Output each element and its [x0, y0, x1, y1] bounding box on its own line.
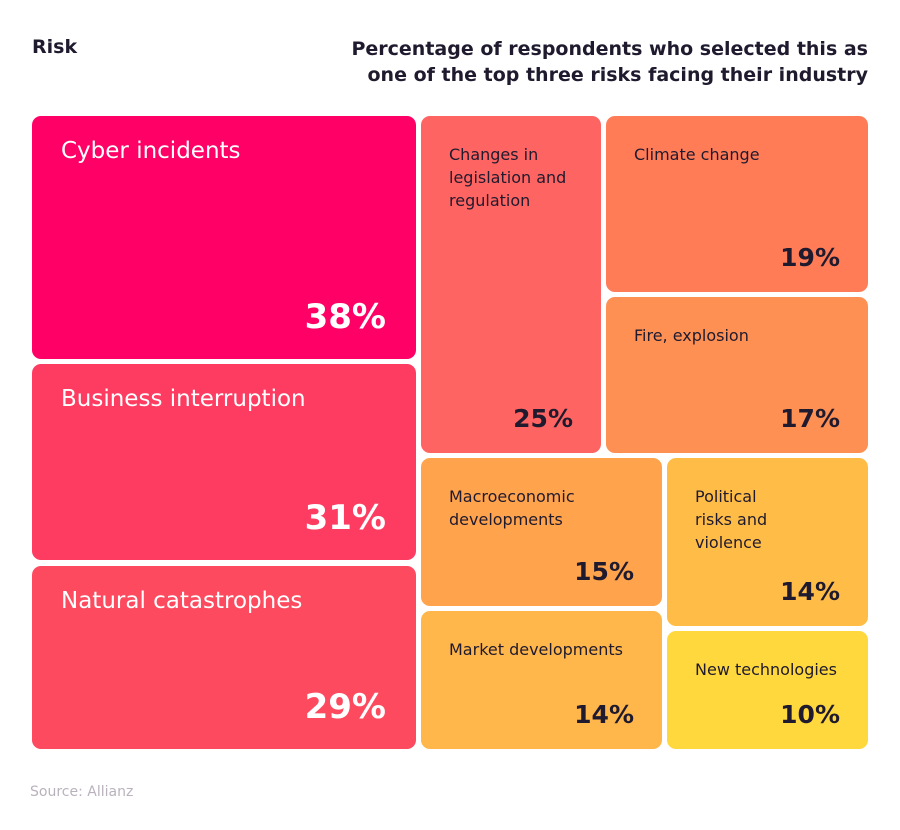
- tile-label-line: legislation and: [449, 168, 567, 187]
- tile-label: Political risks and violence: [695, 485, 767, 554]
- tile-label-line: regulation: [449, 191, 531, 210]
- tile-value: 29%: [304, 687, 386, 727]
- tile-label: Changes in legislation and regulation: [449, 143, 566, 212]
- tile-label: New technologies: [695, 660, 837, 679]
- tile-label-line: Macroeconomic: [449, 487, 575, 506]
- tile-value: 17%: [780, 404, 840, 433]
- tile-value: 31%: [304, 498, 386, 538]
- risk-header-label: Risk: [32, 36, 78, 58]
- tile-label-line: violence: [695, 533, 762, 552]
- tile-label: Market developments: [449, 640, 623, 659]
- tile-label-line: Political: [695, 487, 757, 506]
- tile-value: 14%: [780, 577, 840, 606]
- tile-new-technologies: New technologies 10%: [667, 631, 868, 749]
- tile-label-line: developments: [449, 510, 563, 529]
- tile-label-line: risks and: [695, 510, 768, 529]
- tile-fire-explosion: Fire, explosion 17%: [606, 297, 868, 453]
- chart-title: Percentage of respondents who selected t…: [308, 36, 868, 88]
- source-note: Source: Allianz: [30, 784, 134, 800]
- tile-value: 25%: [513, 404, 573, 433]
- chart-title-line-1: Percentage of respondents who selected t…: [351, 38, 868, 60]
- tile-value: 10%: [780, 700, 840, 729]
- tile-macroeconomic-developments: Macroeconomic developments 15%: [421, 458, 662, 606]
- tile-label: Business interruption: [61, 386, 306, 412]
- tile-value: 19%: [780, 243, 840, 272]
- tile-business-interruption: Business interruption 31%: [32, 364, 416, 560]
- tile-value: 15%: [574, 557, 634, 586]
- tile-climate-change: Climate change 19%: [606, 116, 868, 292]
- tile-label: Natural catastrophes: [61, 588, 303, 614]
- tile-value: 38%: [304, 297, 386, 337]
- tile-label-line: Changes in: [449, 145, 539, 164]
- tile-value: 14%: [574, 700, 634, 729]
- tile-label: Cyber incidents: [61, 138, 241, 164]
- tile-political-risks-and-violence: Political risks and violence 14%: [667, 458, 868, 626]
- chart-title-line-2: one of the top three risks facing their …: [367, 64, 868, 86]
- tile-natural-catastrophes: Natural catastrophes 29%: [32, 566, 416, 749]
- tile-cyber-incidents: Cyber incidents 38%: [32, 116, 416, 359]
- tile-label: Climate change: [634, 145, 760, 164]
- tile-label: Macroeconomic developments: [449, 485, 575, 531]
- tile-changes-in-legislation-and-regulation: Changes in legislation and regulation 25%: [421, 116, 601, 453]
- tile-market-developments: Market developments 14%: [421, 611, 662, 749]
- tile-label: Fire, explosion: [634, 326, 749, 345]
